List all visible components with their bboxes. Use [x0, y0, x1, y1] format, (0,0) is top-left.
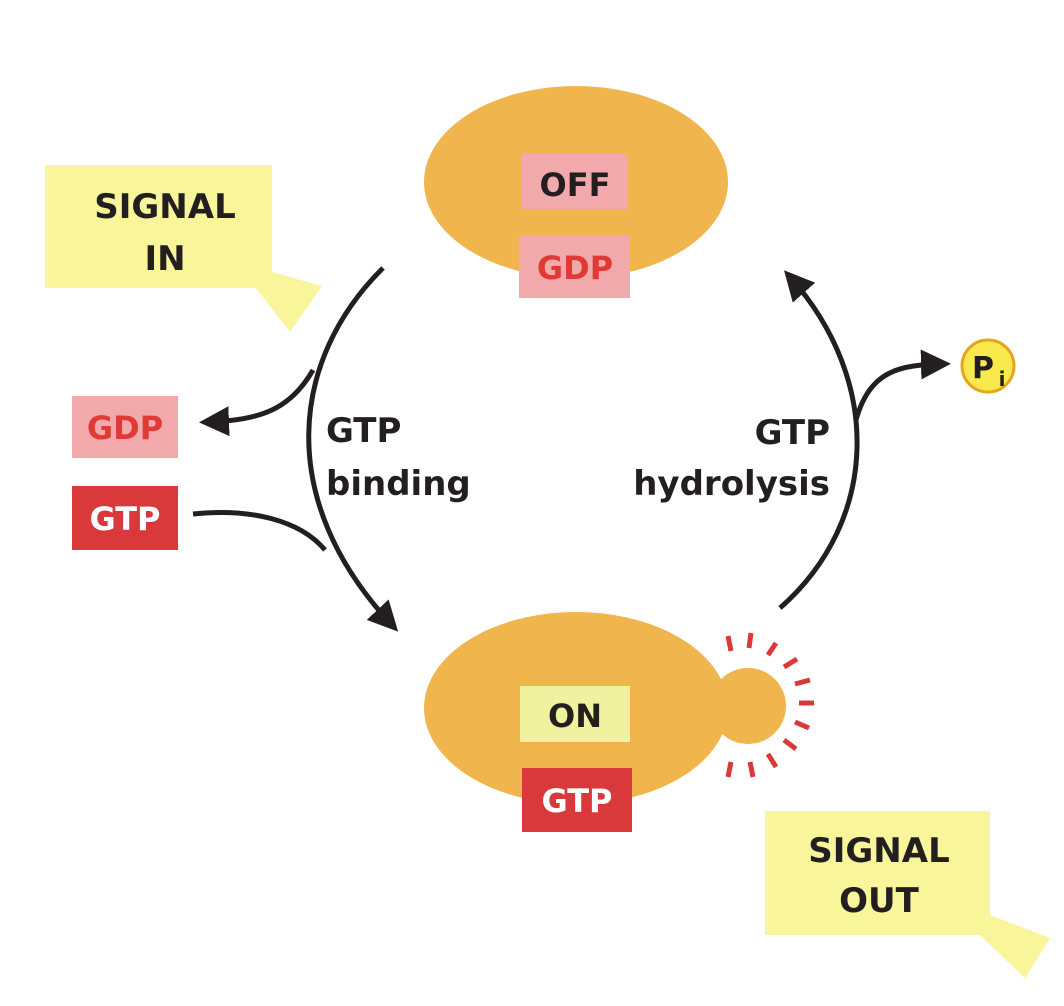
signal-out-note-shape: [765, 811, 1050, 978]
off-state-protein: OFF GDP: [424, 86, 728, 298]
incoming-gtp-box: [72, 486, 178, 550]
gtp-entry-arrow: [192, 510, 327, 552]
gtp-hydrolysis-label-line2: hydrolysis: [633, 464, 830, 504]
signal-out-label-line1: SIGNAL: [808, 831, 949, 871]
incoming-gtp-label: GTP: [90, 500, 161, 538]
signal-out-label-line2: OUT: [839, 881, 920, 921]
gtp-binding-label-line1: GTP: [326, 411, 401, 451]
signal-out-note: SIGNAL OUT: [765, 811, 1050, 978]
on-state-label: ON: [548, 697, 602, 735]
phosphate: P i: [960, 338, 1016, 394]
gtp-bound-box: [522, 768, 632, 832]
signal-in-note: SIGNAL IN: [45, 165, 322, 332]
gtp-bound-label: GTP: [542, 782, 613, 820]
phosphate-circle: [960, 338, 1016, 394]
released-gdp-box: [72, 396, 178, 458]
gdp-bound-label: GDP: [537, 249, 613, 287]
gtp-binding-arrow: [306, 266, 399, 632]
signal-in-note-shape: [45, 165, 322, 332]
released-gdp-label: GDP: [87, 409, 163, 447]
off-state-box: [522, 154, 628, 209]
on-state-box: [520, 686, 630, 742]
released-gdp: GDP: [72, 396, 178, 458]
gtp-hydrolysis-arrow: [778, 270, 860, 610]
phosphate-release-arrow: [853, 349, 951, 421]
on-protein-effector-domain: [710, 668, 786, 744]
off-state-label: OFF: [540, 166, 611, 204]
incoming-gtp: GTP: [72, 486, 178, 550]
signal-in-label-line2: IN: [144, 239, 185, 279]
gtp-hydrolysis-label-line1: GTP: [755, 413, 830, 453]
phosphate-subscript: i: [999, 367, 1006, 391]
active-signal-rays: [725, 632, 814, 778]
phosphate-symbol: P: [972, 351, 994, 386]
gtp-binding-label-line2: binding: [326, 464, 471, 504]
gdp-bound-box: [519, 236, 630, 298]
on-state-protein: ON GTP: [424, 612, 814, 832]
gdp-release-arrow: [199, 368, 316, 437]
signal-in-label-line1: SIGNAL: [94, 187, 235, 227]
